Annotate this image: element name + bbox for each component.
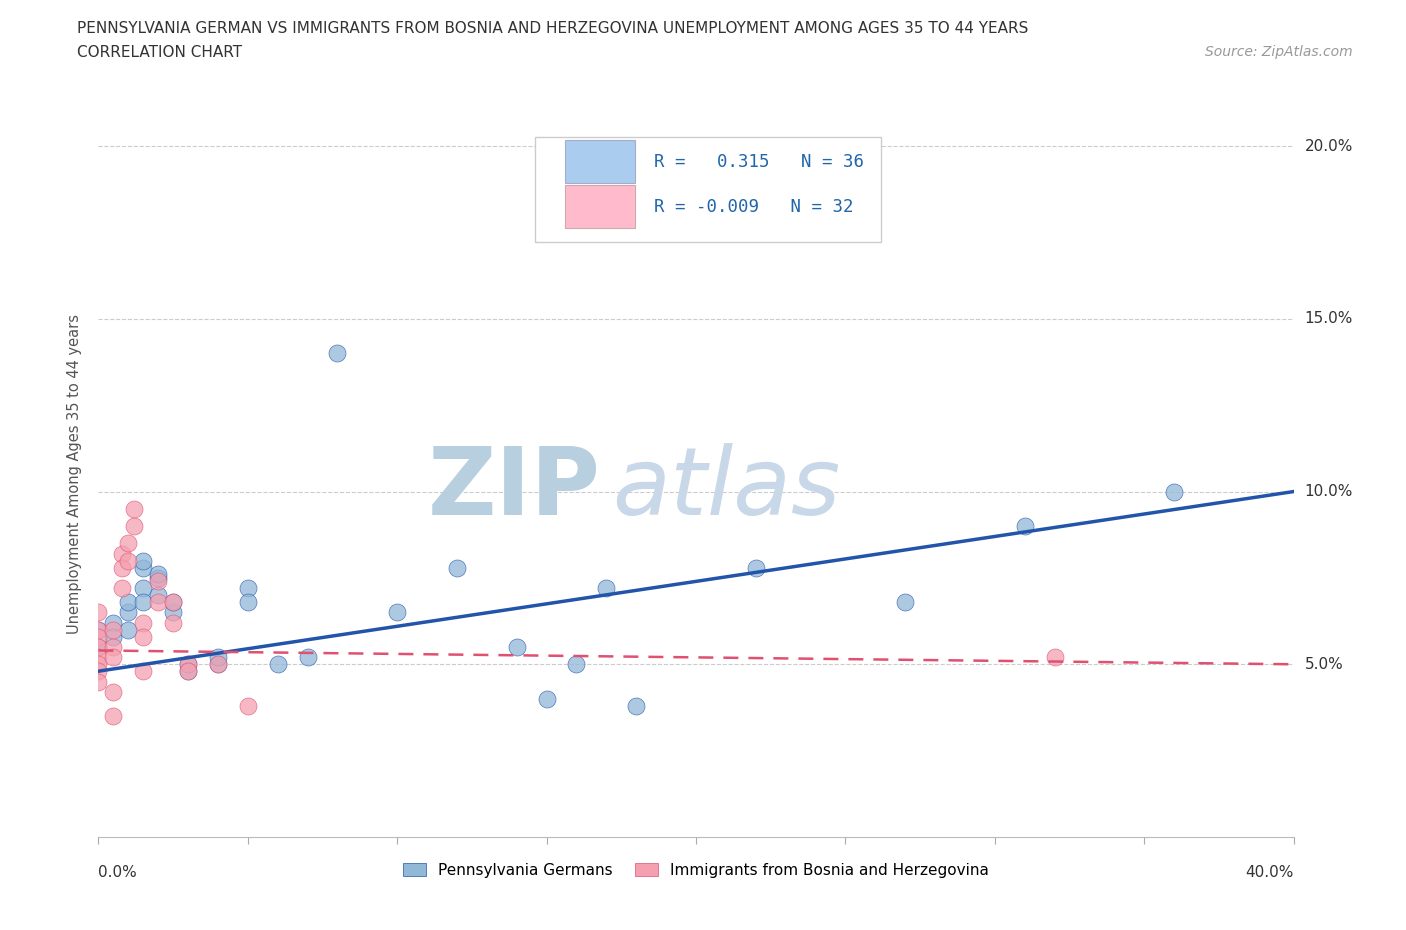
Point — [297, 650, 319, 665]
Point — [103, 709, 125, 724]
Point — [148, 574, 170, 589]
FancyBboxPatch shape — [534, 137, 882, 242]
Point — [124, 519, 146, 534]
Point — [103, 684, 125, 699]
Point — [132, 664, 155, 679]
Point — [87, 622, 110, 637]
Point — [565, 657, 588, 671]
Point — [162, 594, 184, 609]
Point — [87, 622, 110, 637]
Text: 10.0%: 10.0% — [1305, 485, 1353, 499]
Point — [595, 581, 617, 596]
Point — [132, 581, 155, 596]
Text: 20.0%: 20.0% — [1305, 139, 1353, 153]
Point — [87, 650, 110, 665]
Point — [117, 536, 139, 551]
Point — [267, 657, 290, 671]
Point — [1014, 519, 1036, 534]
Point — [236, 581, 259, 596]
Point — [626, 698, 648, 713]
Point — [132, 553, 155, 568]
Point — [162, 616, 184, 631]
Text: 5.0%: 5.0% — [1305, 657, 1343, 671]
Point — [894, 594, 917, 609]
Point — [87, 640, 110, 655]
Point — [177, 664, 200, 679]
Point — [1043, 650, 1066, 665]
Point — [506, 640, 529, 655]
Point — [132, 560, 155, 575]
Point — [87, 674, 110, 689]
Text: 0.0%: 0.0% — [98, 865, 138, 880]
Point — [103, 650, 125, 665]
Point — [124, 501, 146, 516]
Point — [87, 640, 110, 655]
Text: 40.0%: 40.0% — [1246, 865, 1294, 880]
Point — [117, 594, 139, 609]
Point — [103, 616, 125, 631]
Point — [87, 657, 110, 671]
Point — [148, 570, 170, 585]
Point — [117, 622, 139, 637]
Point — [536, 691, 558, 706]
Point — [103, 640, 125, 655]
FancyBboxPatch shape — [565, 185, 636, 228]
Point — [207, 657, 229, 671]
Point — [132, 616, 155, 631]
Point — [207, 657, 229, 671]
Point — [1163, 485, 1185, 499]
Point — [132, 630, 155, 644]
Point — [117, 553, 139, 568]
Point — [446, 560, 468, 575]
Point — [236, 594, 259, 609]
Text: R = -0.009   N = 32: R = -0.009 N = 32 — [654, 198, 853, 216]
Text: ZIP: ZIP — [427, 443, 600, 535]
Point — [87, 630, 110, 644]
Point — [117, 605, 139, 620]
Point — [177, 657, 200, 671]
Y-axis label: Unemployment Among Ages 35 to 44 years: Unemployment Among Ages 35 to 44 years — [67, 314, 83, 634]
Point — [87, 664, 110, 679]
Point — [103, 622, 125, 637]
Point — [148, 588, 170, 603]
Point — [162, 594, 184, 609]
Text: CORRELATION CHART: CORRELATION CHART — [77, 45, 242, 60]
Text: R =   0.315   N = 36: R = 0.315 N = 36 — [654, 153, 865, 171]
Point — [177, 657, 200, 671]
Point — [236, 698, 259, 713]
Point — [87, 605, 110, 620]
Point — [162, 605, 184, 620]
FancyBboxPatch shape — [565, 140, 636, 183]
Point — [177, 664, 200, 679]
Point — [148, 567, 170, 582]
Text: Source: ZipAtlas.com: Source: ZipAtlas.com — [1205, 45, 1353, 59]
Point — [148, 594, 170, 609]
Point — [132, 594, 155, 609]
Point — [745, 560, 768, 575]
Point — [111, 546, 134, 561]
Point — [207, 650, 229, 665]
Point — [385, 605, 409, 620]
Point — [103, 630, 125, 644]
Point — [326, 346, 349, 361]
Legend: Pennsylvania Germans, Immigrants from Bosnia and Herzegovina: Pennsylvania Germans, Immigrants from Bo… — [396, 857, 995, 884]
Point — [111, 560, 134, 575]
Text: 15.0%: 15.0% — [1305, 312, 1353, 326]
Text: PENNSYLVANIA GERMAN VS IMMIGRANTS FROM BOSNIA AND HERZEGOVINA UNEMPLOYMENT AMONG: PENNSYLVANIA GERMAN VS IMMIGRANTS FROM B… — [77, 21, 1029, 36]
Text: atlas: atlas — [613, 444, 841, 535]
Point — [111, 581, 134, 596]
